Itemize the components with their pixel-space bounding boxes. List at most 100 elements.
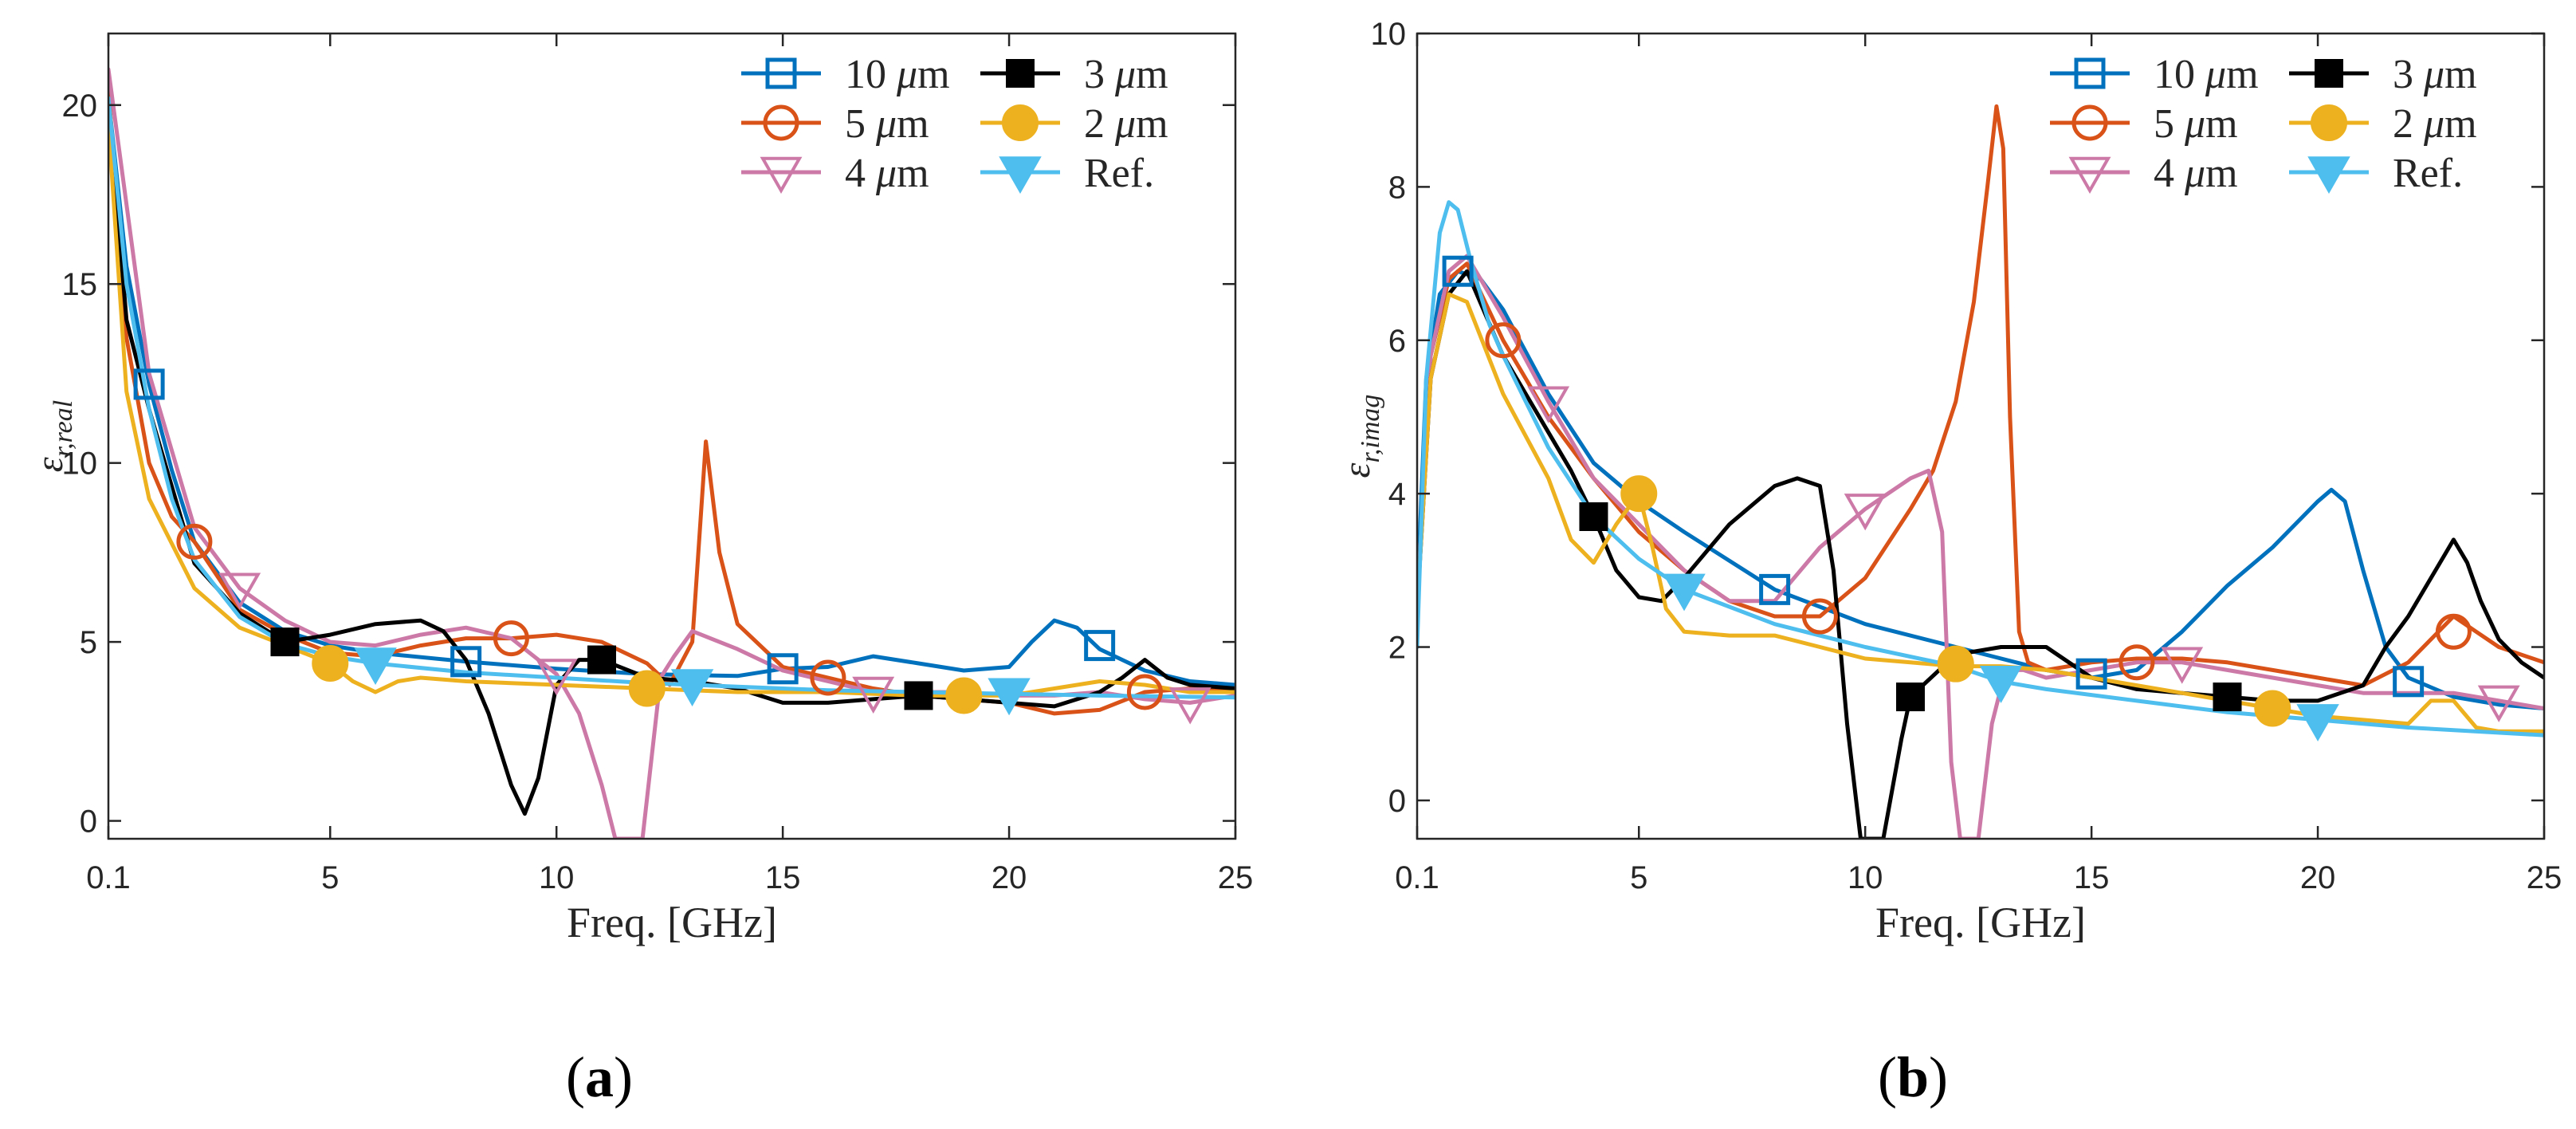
x-tick-label: 15 (765, 860, 801, 895)
data-point (1663, 573, 1706, 612)
data-point (1126, 674, 1163, 710)
legend-swatch-marker (2307, 156, 2350, 195)
data-point (587, 645, 616, 675)
x-tick-label: 20 (992, 860, 1027, 895)
data-point (1801, 598, 1838, 635)
data-point (1759, 573, 1791, 605)
legend-item: 10 μm (2050, 52, 2259, 97)
legend-label: 4 μm (2154, 151, 2238, 196)
legend-swatch-marker (763, 104, 799, 141)
data-point (767, 653, 799, 685)
series-line-6 (1417, 200, 2544, 738)
y-tick-label: 5 (80, 625, 97, 660)
y-tick-label: 10 (62, 446, 98, 482)
legend-swatch-marker (2071, 104, 2108, 141)
y-axis-label: εr,real (29, 400, 78, 472)
series-markers (133, 368, 1211, 725)
y-tick-label: 20 (62, 89, 98, 124)
series-markers (1442, 255, 2520, 742)
data-point (1620, 475, 1658, 513)
data-point (1979, 666, 2023, 703)
data-point (2119, 644, 2155, 681)
data-point (852, 676, 895, 714)
y-tick-label: 8 (1388, 170, 1406, 205)
legend-label: Ref. (1084, 151, 1154, 196)
legend-item: 3 μm (980, 52, 1168, 97)
chart-a: 0.1 5 10 15 20 25 0 5 10 15 20 Freq. [GHz] εr,real 10… (29, 32, 1254, 1109)
data-point (904, 681, 933, 710)
data-point (2435, 613, 2472, 650)
y-tick-label: 4 (1388, 477, 1406, 512)
legend-item: 4 μm (741, 151, 929, 196)
legend-label: 2 μm (2393, 101, 2477, 147)
x-axis-label: Freq. [GHz] (1875, 899, 2086, 946)
series-line-5 (108, 120, 1235, 698)
data-point (2254, 690, 2291, 727)
data-point (2161, 647, 2204, 684)
data-point (2213, 683, 2242, 712)
legend-swatch-marker (2068, 156, 2111, 195)
y-tick-label: 10 (1371, 17, 1407, 52)
legend-item: Ref. (980, 151, 1154, 196)
x-tick-label: 0.1 (1395, 860, 1439, 895)
x-tick-label: 20 (2300, 860, 2336, 895)
x-tick-label: 0.1 (86, 860, 131, 895)
data-point (1485, 322, 1522, 359)
data-point (1895, 683, 1925, 712)
legend-swatch-marker (999, 156, 1042, 195)
legend-label: 5 μm (845, 101, 929, 147)
x-axis-label: Freq. [GHz] (567, 899, 777, 946)
legend-label: 3 μm (2393, 52, 2477, 97)
data-point (810, 659, 846, 696)
data-point (1527, 386, 1570, 423)
data-point (670, 669, 714, 706)
data-point (945, 677, 983, 714)
data-point (1844, 494, 1887, 531)
legend-label: 5 μm (2154, 101, 2238, 147)
legend-swatch-marker (760, 156, 803, 195)
y-tick-label: 15 (62, 267, 98, 302)
y-tick-label: 0 (1388, 784, 1406, 819)
data-point (312, 645, 349, 683)
y-tick-label: 2 (1388, 631, 1406, 666)
data-point (1579, 502, 1608, 531)
legend-label: 4 μm (845, 151, 929, 196)
data-point (493, 620, 529, 657)
data-point (1442, 255, 1474, 287)
legend-item: 2 μm (980, 101, 1168, 147)
data-point (2075, 658, 2107, 690)
plot-area (108, 33, 1235, 839)
data-point (1084, 630, 1116, 662)
x-tick-label: 10 (1848, 860, 1883, 895)
legend-item: 3 μm (2289, 52, 2477, 97)
data-point (176, 523, 213, 560)
legend-swatch-marker (2311, 104, 2347, 141)
legend-item: 5 μm (2050, 101, 2238, 147)
data-point (988, 678, 1031, 716)
data-point (218, 572, 261, 610)
data-point (1937, 645, 1974, 683)
data-point (535, 659, 578, 696)
data-point (270, 627, 300, 657)
x-tick-label: 10 (539, 860, 575, 895)
axis-frame (107, 32, 1237, 840)
legend-swatch-marker (2315, 59, 2343, 88)
legend-item: 5 μm (741, 101, 929, 147)
x-tick-label: 25 (1218, 860, 1254, 895)
data-point (133, 368, 165, 400)
x-tick-label: 5 (1630, 860, 1647, 895)
legend-label: 10 μm (2154, 52, 2259, 97)
series-line-5 (1417, 292, 2544, 734)
legend-swatch-marker (1002, 104, 1039, 141)
y-axis-label: εr,imag (1336, 395, 1385, 478)
panel-label: (a) (566, 1045, 633, 1109)
data-point (2296, 704, 2339, 742)
legend-swatch-marker (1006, 59, 1035, 88)
legend-label: Ref. (2393, 151, 2463, 196)
axis-frame (1416, 32, 2546, 840)
data-point (2477, 685, 2520, 722)
legend-item: 4 μm (2050, 151, 2238, 196)
data-point (628, 670, 666, 707)
